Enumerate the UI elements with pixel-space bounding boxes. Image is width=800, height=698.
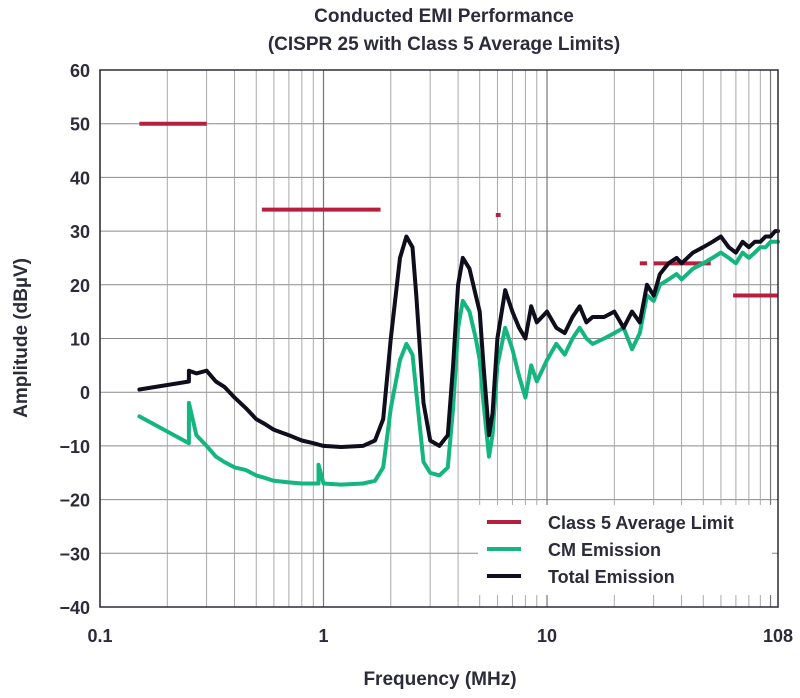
y-tick-label: −20 — [59, 491, 90, 511]
x-tick-label: 0.1 — [87, 626, 112, 646]
total-emission-line — [137, 229, 780, 449]
y-tick-label: 0 — [80, 383, 90, 403]
y-axis-label: Amplitude (dBµV) — [11, 258, 32, 418]
chart-subtitle: (CISPR 25 with Class 5 Average Limits) — [268, 34, 620, 55]
y-tick-label: −30 — [59, 544, 90, 564]
y-tick-label: −40 — [59, 598, 90, 618]
x-axis-ticks: 0.1 1 10 108 — [87, 626, 793, 646]
y-tick-label: 50 — [70, 115, 90, 135]
y-tick-label: 40 — [70, 168, 90, 188]
y-axis-ticks: 60 50 40 30 20 10 0 −10 −20 −30 −40 — [59, 61, 90, 618]
legend-label-limit: Class 5 Average Limit — [548, 513, 734, 533]
cm-emission-line — [137, 239, 780, 487]
x-tick-label: 10 — [537, 626, 557, 646]
legend-label-cm: CM Emission — [548, 540, 661, 560]
y-tick-label: −10 — [59, 437, 90, 457]
y-tick-label: 60 — [70, 61, 90, 81]
series-lines — [137, 229, 780, 487]
x-tick-label: 1 — [319, 626, 329, 646]
x-tick-label: 108 — [763, 626, 793, 646]
x-axis-label: Frequency (MHz) — [363, 669, 516, 690]
chart-title: Conducted EMI Performance — [314, 6, 574, 27]
y-tick-label: 10 — [70, 330, 90, 350]
plot-frame — [99, 69, 779, 608]
y-tick-label: 20 — [70, 276, 90, 296]
y-tick-label: 30 — [70, 222, 90, 242]
legend-box — [478, 505, 772, 595]
legend: Class 5 Average Limit CM Emission Total … — [478, 505, 772, 595]
limit-lines — [139, 121, 778, 298]
legend-label-total: Total Emission — [548, 567, 675, 587]
